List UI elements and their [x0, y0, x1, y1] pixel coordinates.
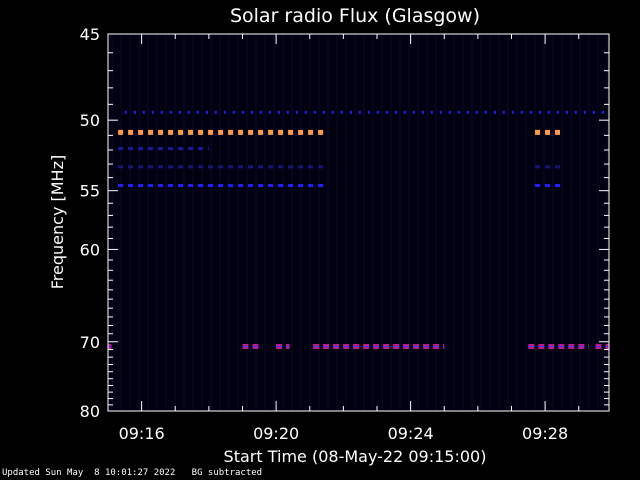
- plot-background: [108, 34, 609, 411]
- x-tick-label: 09:20: [253, 424, 299, 443]
- footer-updated: Updated Sun May 8 10:01:27 2022: [2, 468, 176, 478]
- y-tick-label: 60: [80, 240, 100, 259]
- y-tick-label: 45: [80, 25, 100, 44]
- x-tick-label: 09:16: [119, 424, 165, 443]
- x-axis-label: Start Time (08-May-22 09:15:00): [224, 447, 487, 466]
- y-tick-label: 50: [80, 111, 100, 130]
- footer: Updated Sun May 8 10:01:27 2022 BG subtr…: [2, 468, 262, 478]
- y-tick-label: 55: [80, 182, 100, 201]
- x-axis: 09:16 09:20 09:24 09:28: [107, 34, 580, 443]
- y-tick-label: 70: [80, 333, 100, 352]
- x-tick-label: 09:24: [388, 424, 434, 443]
- frequency-bands: [108, 34, 609, 411]
- chart-title: Solar radio Flux (Glasgow): [230, 5, 480, 27]
- y-tick-label: 80: [80, 402, 100, 421]
- footer-note: BG subtracted: [191, 468, 263, 478]
- y-axis-label: Frequency [MHz]: [48, 155, 67, 289]
- y-axis: 45 50 55 60 70 80: [80, 25, 609, 421]
- plot-frame: [107, 33, 610, 412]
- x-tick-label: 09:28: [522, 424, 568, 443]
